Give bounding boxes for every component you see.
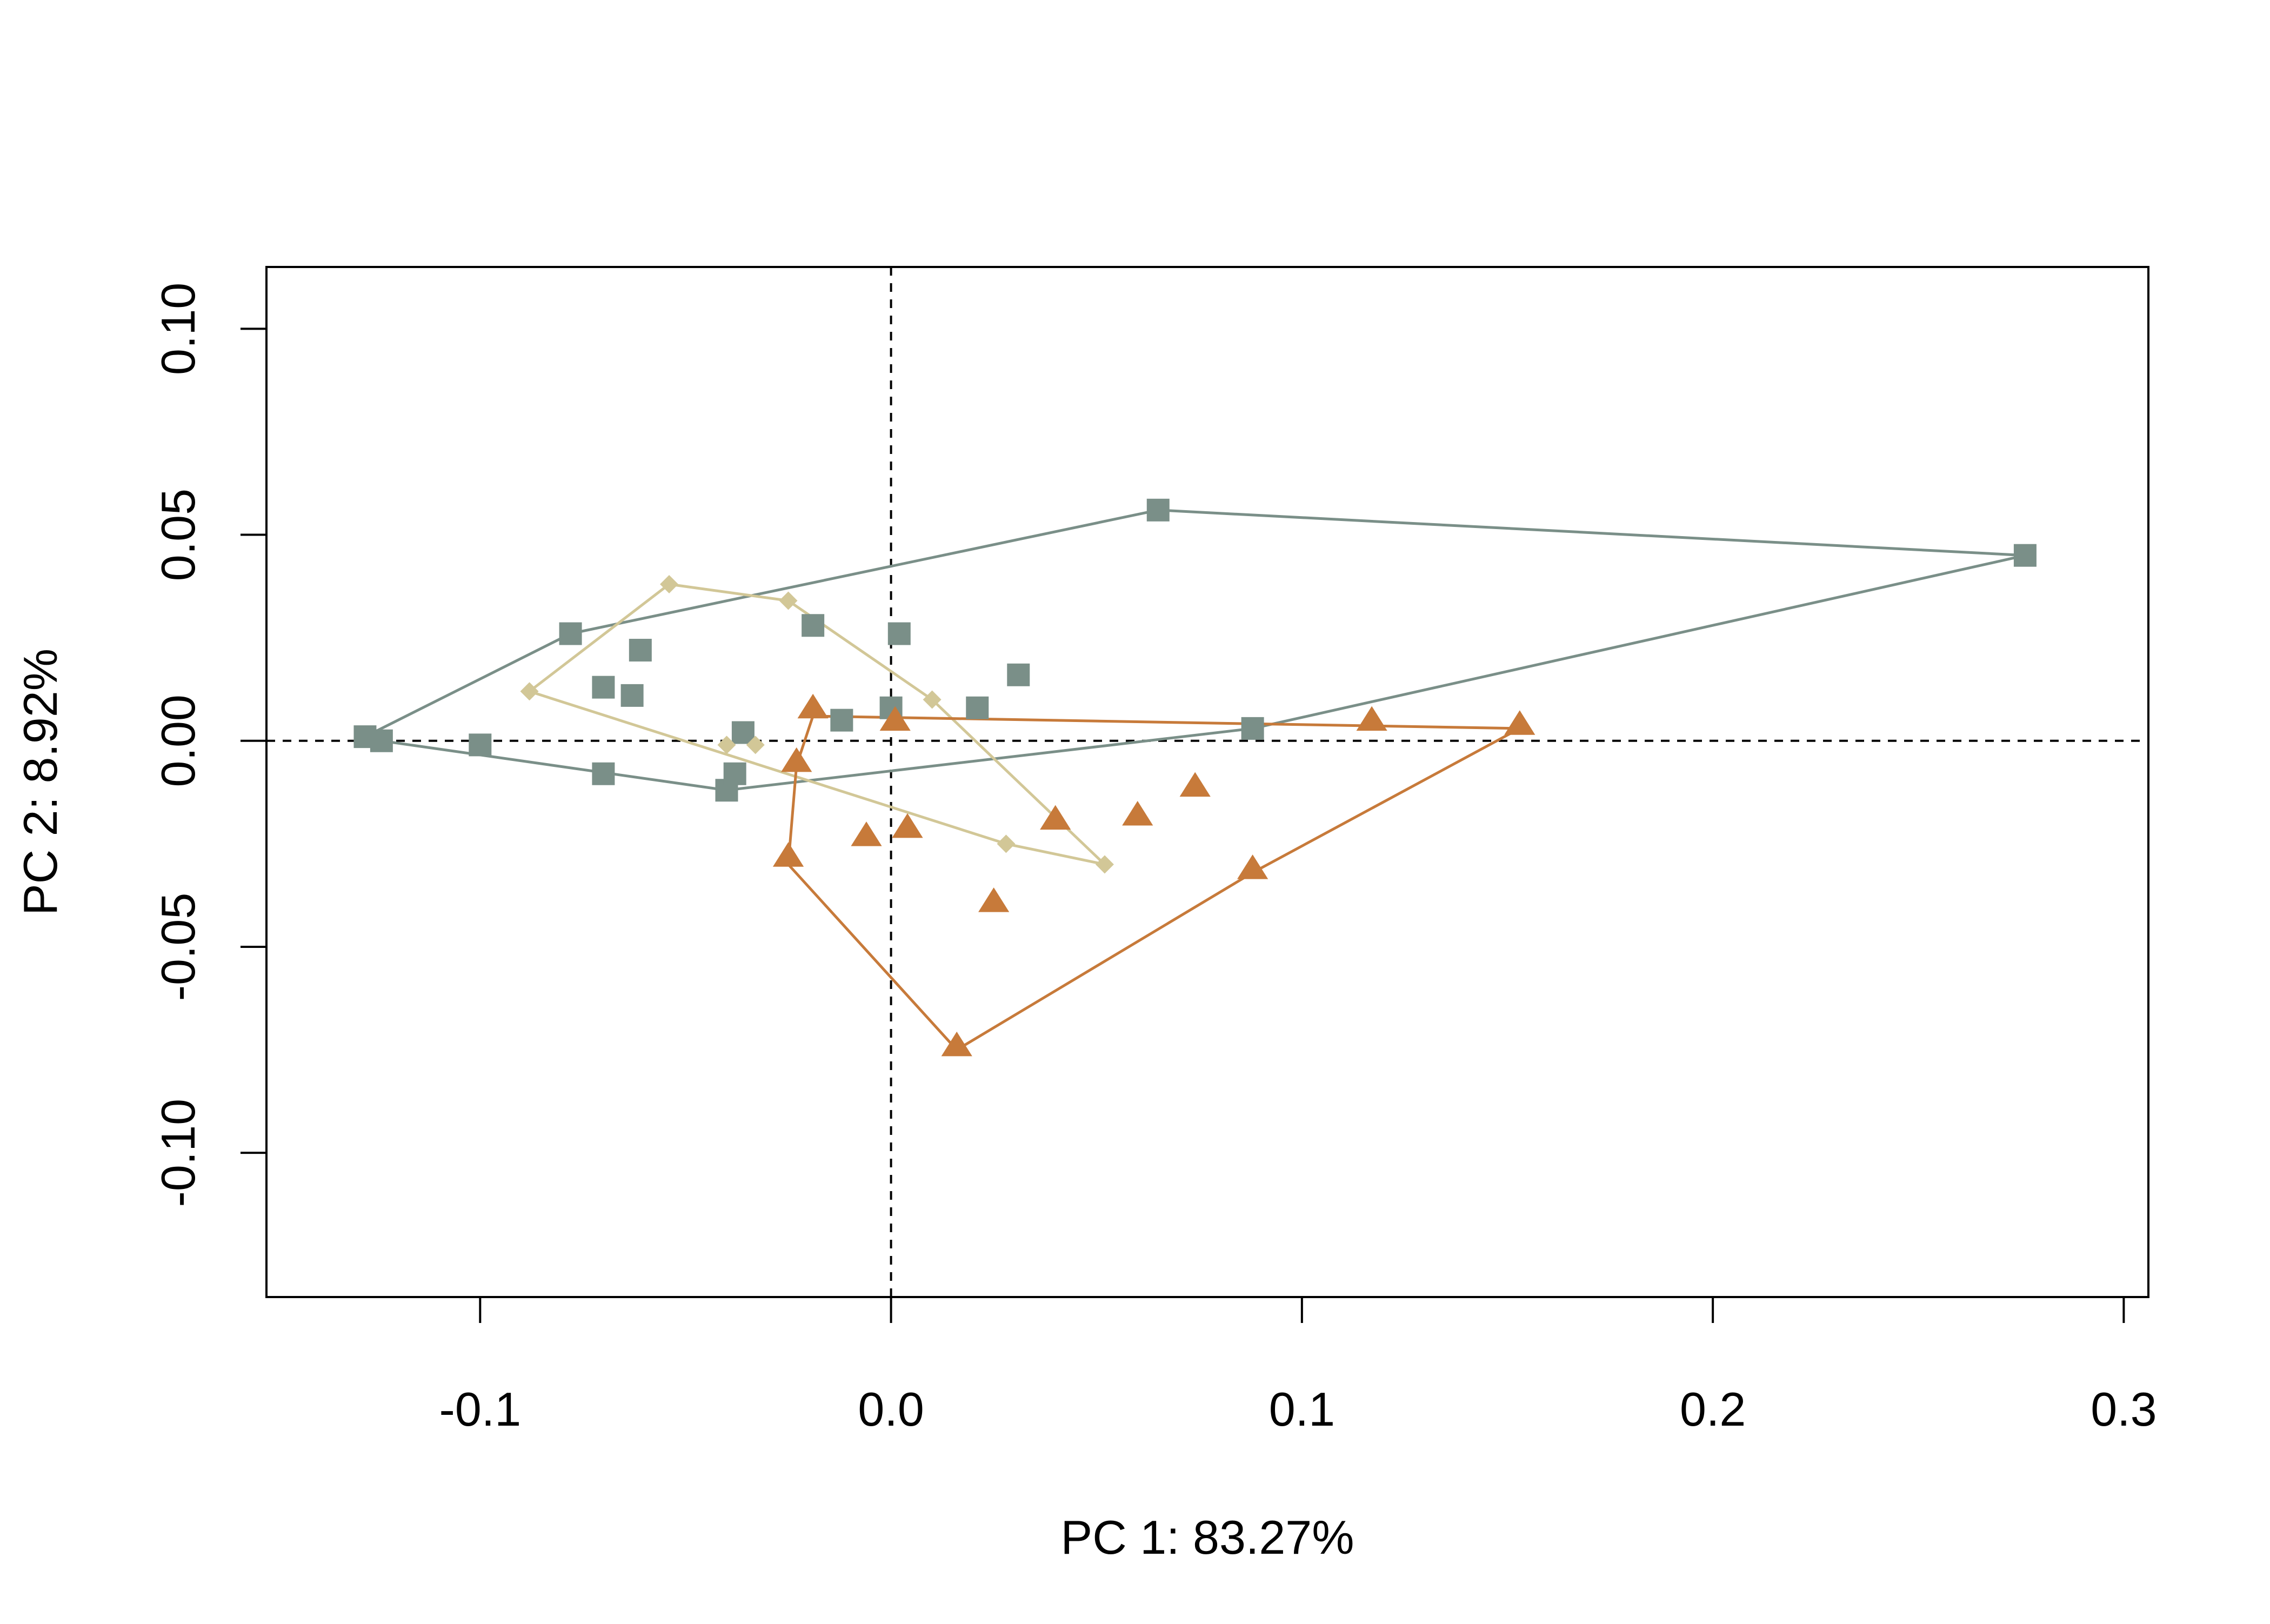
group-1-square-point-3 [469, 733, 492, 757]
group-2-diamond-point-3 [779, 591, 798, 610]
group-1-square-point-4 [559, 622, 582, 645]
group-1-square-point-11 [731, 721, 755, 744]
group-1-square-point-13 [830, 709, 853, 732]
group-3-hull-outline [787, 714, 1521, 1052]
y-tick-label-3: 0.00 [151, 694, 205, 787]
group-2-diamond-point-5 [717, 736, 736, 754]
group-1-square-point-6 [620, 684, 644, 707]
group-3-triangle-point-9 [1122, 800, 1153, 826]
x-tick-label-5: 0.3 [2091, 1382, 2156, 1436]
y-tick-label-5: 0.10 [151, 283, 205, 375]
x-tick-label-4: 0.2 [1680, 1382, 1746, 1436]
group-2-diamond-point-2 [660, 575, 679, 594]
x-axis-title: PC 1: 83.27% [1061, 1511, 1354, 1564]
group-3-triangle-point-4 [772, 842, 804, 867]
group-1-square-point-12 [802, 614, 825, 637]
group-3-triangle-point-5 [851, 821, 882, 846]
x-tick-label-2: 0.0 [858, 1382, 924, 1436]
group-1-square-point-19 [1241, 717, 1264, 740]
group-3-triangle-point-11 [1237, 854, 1268, 879]
group-3-triangle-point-10 [1179, 772, 1211, 797]
group-1-square-point-18 [1146, 498, 1170, 522]
group-1-square-point-16 [966, 696, 989, 719]
group-1-square-point-7 [629, 639, 652, 662]
group-1-square-point-15 [887, 622, 911, 645]
group-3-triangle-point-1 [797, 693, 829, 719]
x-tick-label-3: 0.1 [1269, 1382, 1335, 1436]
group-1-square-point-17 [1007, 663, 1030, 686]
y-tick-label-4: 0.05 [151, 489, 205, 581]
group-2-diamond-point-1 [520, 682, 539, 701]
group-1-square-point-8 [592, 762, 615, 785]
group-3-triangle-point-7 [978, 887, 1010, 912]
group-3-triangle-point-12 [1356, 706, 1387, 731]
axes: -0.1 0.0 0.1 0.2 0.3 -0.10 -0.05 0.00 0.05 0.10 [151, 283, 2157, 1436]
x-tick-label-1: -0.1 [439, 1382, 522, 1436]
plot-area [266, 267, 2148, 1297]
group-1-hull-outline [364, 509, 2027, 792]
y-tick-label-2: -0.05 [151, 893, 205, 1001]
group-3-triangle-point-3 [781, 747, 812, 772]
group-3-triangle-point-6 [892, 813, 923, 838]
group-1-square-point-5 [592, 676, 615, 699]
group-2-diamond-point-4 [923, 690, 942, 709]
group-3-triangle-point-8 [1040, 805, 1071, 830]
group-1-square-point-20 [2013, 544, 2037, 567]
group-2-diamond-point-8 [1095, 855, 1114, 874]
group-3-triangle-point-2 [879, 706, 911, 731]
group-2-diamond-point-6 [746, 736, 765, 754]
y-axis-title: PC 2: 8.92% [14, 649, 67, 915]
y-tick-label-1: -0.10 [151, 1099, 205, 1207]
group-3-triangle-point-14 [941, 1031, 972, 1057]
group-1-square-point-2 [370, 729, 393, 752]
group-2-diamond-point-7 [997, 834, 1016, 853]
plot-frame [265, 266, 2149, 1298]
group-1-square-point-10 [723, 762, 746, 785]
group-3-triangle-point-13 [1504, 710, 1535, 735]
